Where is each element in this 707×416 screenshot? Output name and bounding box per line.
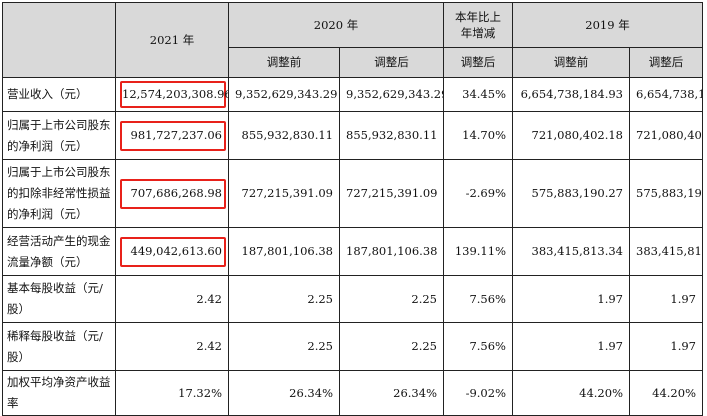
cell-value: 12,574,203,308.96 xyxy=(122,87,229,101)
row-label: 营业收入（元） xyxy=(2,77,116,112)
header-2019-before: 调整前 xyxy=(512,47,630,78)
cell-value: 707,686,268.98 xyxy=(130,186,222,200)
highlight-box xyxy=(120,236,226,267)
cell-2019-before: 575,883,190.27 xyxy=(512,159,630,228)
row-label: 稀释每股收益（元/股） xyxy=(2,322,116,371)
highlight-box xyxy=(120,178,226,209)
cell-2020-after: 727,215,391.09 xyxy=(339,159,444,228)
cell-2019-before: 721,080,402.18 xyxy=(512,111,630,160)
row-label: 归属于上市公司股东的扣除非经常性损益的净利润（元） xyxy=(2,159,116,228)
cell-value: 449,042,613.60 xyxy=(130,244,222,258)
highlight-box xyxy=(120,80,226,108)
cell-2019-after: 383,415,813.34 xyxy=(629,227,703,276)
row-label: 经营活动产生的现金流量净额（元） xyxy=(2,227,116,276)
cell-2020-before: 727,215,391.09 xyxy=(228,159,340,228)
cell-2021: 707,686,268.98 xyxy=(115,159,229,228)
row-label: 加权平均净资产收益率 xyxy=(2,370,116,416)
cell-2020-before: 855,932,830.11 xyxy=(228,111,340,160)
cell-2020-after: 2.25 xyxy=(339,322,444,371)
header-2019-after: 调整后 xyxy=(629,47,703,78)
cell-2021: 2.42 xyxy=(115,275,229,323)
cell-2021: 12,574,203,308.96 xyxy=(115,77,229,112)
cell-change: 7.56% xyxy=(443,322,513,371)
header-2019: 2019 年 xyxy=(512,2,703,48)
cell-value: 981,727,237.06 xyxy=(130,128,222,142)
table-row: 加权平均净资产收益率 17.32% 26.34% 26.34% -9.02% 4… xyxy=(2,370,703,416)
cell-2019-after: 6,654,738,184.93 xyxy=(629,77,703,112)
cell-2020-before: 187,801,106.38 xyxy=(228,227,340,276)
cell-change: -2.69% xyxy=(443,159,513,228)
cell-2021: 17.32% xyxy=(115,370,229,416)
cell-2019-before: 1.97 xyxy=(512,275,630,323)
cell-2019-after: 1.97 xyxy=(629,322,703,371)
cell-2020-after: 9,352,629,343.29 xyxy=(339,77,444,112)
cell-2019-before: 44.20% xyxy=(512,370,630,416)
cell-2019-after: 721,080,402.18 xyxy=(629,111,703,160)
cell-2020-before: 9,352,629,343.29 xyxy=(228,77,340,112)
header-change: 本年比上年增减 xyxy=(443,2,513,48)
cell-2021: 981,727,237.06 xyxy=(115,111,229,160)
header-change-text: 本年比上年增减 xyxy=(455,10,501,40)
cell-2019-before: 6,654,738,184.93 xyxy=(512,77,630,112)
header-change-after: 调整后 xyxy=(443,47,513,78)
table-row: 归属于上市公司股东的扣除非经常性损益的净利润（元） 707,686,268.98… xyxy=(2,159,703,228)
cell-2020-after: 2.25 xyxy=(339,275,444,323)
header-blank xyxy=(2,2,116,78)
table-row: 营业收入（元） 12,574,203,308.96 9,352,629,343.… xyxy=(2,77,703,112)
cell-2019-after: 1.97 xyxy=(629,275,703,323)
header-2020-after: 调整后 xyxy=(339,47,444,78)
table-row: 基本每股收益（元/股） 2.42 2.25 2.25 7.56% 1.97 1.… xyxy=(2,275,703,323)
header-2021: 2021 年 xyxy=(115,2,229,78)
table-row: 归属于上市公司股东的净利润（元） 981,727,237.06 855,932,… xyxy=(2,111,703,160)
cell-change: 7.56% xyxy=(443,275,513,323)
row-label: 基本每股收益（元/股） xyxy=(2,275,116,323)
table-row: 经营活动产生的现金流量净额（元） 449,042,613.60 187,801,… xyxy=(2,227,703,276)
cell-2019-after: 575,883,190.27 xyxy=(629,159,703,228)
row-label: 归属于上市公司股东的净利润（元） xyxy=(2,111,116,160)
cell-2020-after: 26.34% xyxy=(339,370,444,416)
header-2020: 2020 年 xyxy=(228,2,444,48)
cell-2021: 449,042,613.60 xyxy=(115,227,229,276)
cell-2020-before: 2.25 xyxy=(228,322,340,371)
cell-2019-after: 44.20% xyxy=(629,370,703,416)
cell-2020-before: 26.34% xyxy=(228,370,340,416)
cell-change: 14.70% xyxy=(443,111,513,160)
cell-2019-before: 383,415,813.34 xyxy=(512,227,630,276)
cell-change: -9.02% xyxy=(443,370,513,416)
cell-2020-before: 2.25 xyxy=(228,275,340,323)
cell-2019-before: 1.97 xyxy=(512,322,630,371)
cell-2020-after: 187,801,106.38 xyxy=(339,227,444,276)
cell-2020-after: 855,932,830.11 xyxy=(339,111,444,160)
cell-change: 34.45% xyxy=(443,77,513,112)
cell-2021: 2.42 xyxy=(115,322,229,371)
highlight-box xyxy=(120,120,226,151)
cell-change: 139.11% xyxy=(443,227,513,276)
header-2020-before: 调整前 xyxy=(228,47,340,78)
table-row: 稀释每股收益（元/股） 2.42 2.25 2.25 7.56% 1.97 1.… xyxy=(2,322,703,371)
